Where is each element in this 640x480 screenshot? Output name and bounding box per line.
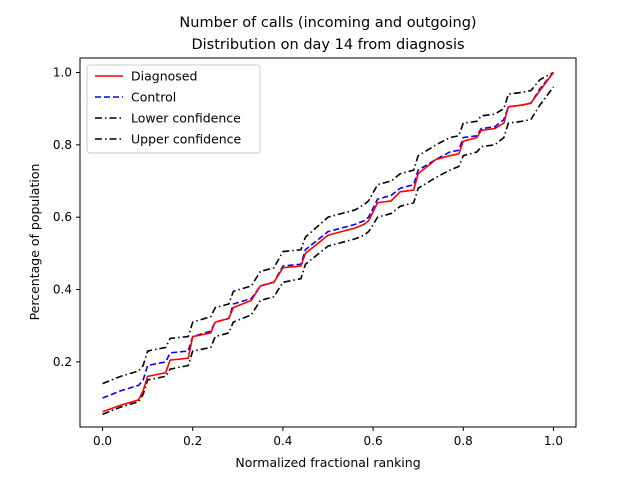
x-tick-label: 0.4	[273, 434, 292, 448]
series-line-diagnosed	[102, 71, 555, 413]
y-tick-label: 1.0	[53, 65, 72, 79]
legend-box	[86, 64, 261, 154]
legend-label-upper-confidence: Upper confidence	[131, 132, 242, 147]
axes-layer: 0.0 0.2 0.4 0.6 0.8 1.0 0.2 0.4 0.6 0.8 1.0	[53, 65, 563, 448]
series-line-control	[102, 71, 555, 399]
x-tick-label: 0.0	[93, 434, 112, 448]
y-tick-label: 0.6	[53, 210, 72, 224]
x-tick-label: 0.2	[183, 434, 202, 448]
x-tick-label: 0.8	[454, 434, 473, 448]
y-tick-label: 0.4	[53, 283, 72, 297]
series-line-lower-confidence	[102, 86, 555, 416]
y-tick-label: 0.8	[53, 138, 72, 152]
y-tick-label: 0.2	[53, 355, 72, 369]
chart-title-line-2: Distribution on day 14 from diagnosis	[191, 37, 464, 53]
y-axis-label: Percentage of population	[27, 164, 42, 321]
x-axis-label: Normalized fractional ranking	[235, 455, 420, 470]
legend: Diagnosed Control Lower confidence Upper…	[86, 64, 261, 154]
legend-label-control: Control	[131, 90, 176, 105]
plot-frame	[79, 57, 577, 428]
x-tick-label: 1.0	[544, 434, 563, 448]
legend-label-diagnosed: Diagnosed	[131, 69, 197, 84]
series-line-upper-confidence	[102, 71, 554, 385]
legend-label-lower-confidence: Lower confidence	[131, 111, 241, 126]
series-layer	[102, 71, 555, 416]
chart-title-line-1: Number of calls (incoming and outgoing)	[179, 15, 476, 31]
x-tick-label: 0.6	[364, 434, 383, 448]
